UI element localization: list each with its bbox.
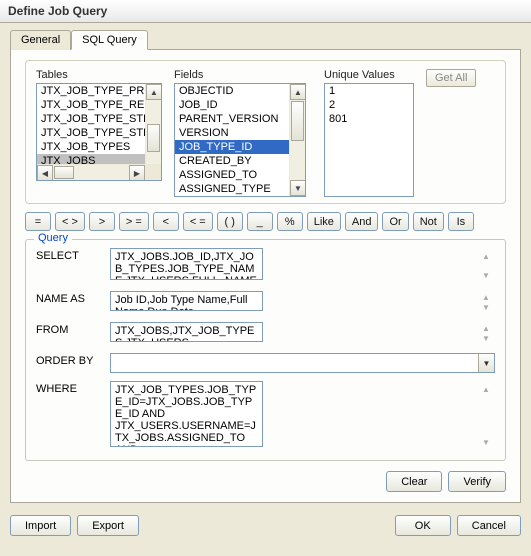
- name-as-label: NAME AS: [36, 291, 104, 305]
- name-as-textarea[interactable]: [110, 291, 263, 311]
- scroll-left-icon[interactable]: ◀: [37, 165, 53, 181]
- tabs: General SQL Query: [10, 29, 521, 50]
- tab-sql-query[interactable]: SQL Query: [71, 30, 148, 50]
- list-item[interactable]: JTX_JOBS: [37, 154, 145, 164]
- fields-label: Fields: [174, 69, 306, 81]
- from-textarea[interactable]: [110, 322, 263, 342]
- tables-hscroll[interactable]: ◀ ▶: [37, 164, 145, 180]
- import-button[interactable]: Import: [10, 515, 71, 536]
- list-item[interactable]: 2: [325, 98, 413, 112]
- get-all-button[interactable]: Get All: [426, 69, 476, 87]
- chevron-down-icon[interactable]: ▼: [478, 354, 494, 372]
- list-item[interactable]: 1: [325, 84, 413, 98]
- operator--button[interactable]: =: [25, 212, 51, 231]
- operator--button[interactable]: <: [153, 212, 179, 231]
- operator-like-button[interactable]: Like: [307, 212, 341, 231]
- scroll-down-icon[interactable]: ▼: [478, 303, 494, 314]
- scroll-right-icon[interactable]: ▶: [129, 165, 145, 181]
- fields-vscroll[interactable]: ▲ ▼: [289, 84, 305, 196]
- order-by-combo[interactable]: [110, 353, 495, 373]
- list-item[interactable]: ASSIGNED_TYPE: [175, 182, 289, 196]
- list-item[interactable]: JOB_TYPE_ID: [175, 140, 289, 154]
- scroll-up-icon[interactable]: ▲: [290, 84, 306, 100]
- operator-and-button[interactable]: And: [345, 212, 379, 231]
- operator-is-button[interactable]: Is: [448, 212, 474, 231]
- tables-listbox[interactable]: JTX_JOB_TYPE_PROPEJTX_JOB_TYPE_REL_CLJTX…: [36, 83, 162, 181]
- tables-label: Tables: [36, 69, 162, 81]
- scroll-corner: [145, 164, 161, 180]
- scroll-thumb[interactable]: [54, 166, 74, 179]
- tab-general[interactable]: General: [10, 30, 71, 50]
- window-title: Define Job Query: [0, 0, 531, 23]
- scroll-down-icon[interactable]: ▼: [478, 334, 494, 345]
- list-item[interactable]: CREATED_BY: [175, 154, 289, 168]
- where-textarea[interactable]: [110, 381, 263, 447]
- select-textarea[interactable]: [110, 248, 263, 280]
- scroll-down-icon[interactable]: ▼: [478, 268, 494, 282]
- ok-button[interactable]: OK: [395, 515, 451, 536]
- fields-listbox[interactable]: OBJECTIDJOB_IDPARENT_VERSIONVERSIONJOB_T…: [174, 83, 306, 197]
- scroll-down-icon[interactable]: ▼: [478, 435, 494, 449]
- from-label: FROM: [36, 322, 104, 336]
- operator--button[interactable]: %: [277, 212, 303, 231]
- operator--button[interactable]: ( ): [217, 212, 243, 231]
- select-label: SELECT: [36, 248, 104, 262]
- list-item[interactable]: JTX_JOB_TYPES: [37, 140, 145, 154]
- list-item[interactable]: JTX_JOB_TYPE_STEP: [37, 112, 145, 126]
- list-item[interactable]: JOB_ID: [175, 98, 289, 112]
- cancel-button[interactable]: Cancel: [457, 515, 521, 536]
- unique-listbox[interactable]: 12801: [324, 83, 414, 197]
- operator-or-button[interactable]: Or: [382, 212, 408, 231]
- unique-label: Unique Values: [324, 69, 414, 81]
- operator--button[interactable]: < =: [183, 212, 213, 231]
- scroll-up-icon[interactable]: ▲: [478, 382, 494, 396]
- list-item[interactable]: JTX_JOB_TYPE_PROPE: [37, 84, 145, 98]
- list-item[interactable]: OBJECTID: [175, 84, 289, 98]
- verify-button[interactable]: Verify: [448, 471, 506, 492]
- sql-panel: Tables JTX_JOB_TYPE_PROPEJTX_JOB_TYPE_RE…: [10, 50, 521, 503]
- scroll-thumb[interactable]: [291, 101, 304, 141]
- list-item[interactable]: PARENT_VERSION: [175, 112, 289, 126]
- scroll-up-icon[interactable]: ▲: [478, 249, 494, 263]
- scroll-up-icon[interactable]: ▲: [146, 84, 162, 100]
- list-item[interactable]: 801: [325, 112, 413, 126]
- order-by-label: ORDER BY: [36, 353, 104, 367]
- list-item[interactable]: VERSION: [175, 126, 289, 140]
- scroll-down-icon[interactable]: ▼: [290, 180, 306, 196]
- clear-button[interactable]: Clear: [386, 471, 442, 492]
- operator--button[interactable]: _: [247, 212, 273, 231]
- list-item[interactable]: ASSIGNED_TO: [175, 168, 289, 182]
- export-button[interactable]: Export: [77, 515, 139, 536]
- scroll-up-icon[interactable]: ▲: [478, 292, 494, 303]
- lists-group: Tables JTX_JOB_TYPE_PROPEJTX_JOB_TYPE_RE…: [25, 60, 506, 204]
- scroll-up-icon[interactable]: ▲: [478, 323, 494, 334]
- list-item[interactable]: JTX_JOB_TYPE_REL_CL: [37, 98, 145, 112]
- list-item[interactable]: JTX_JOB_TYPE_STEP_X: [37, 126, 145, 140]
- operator--button[interactable]: > =: [119, 212, 149, 231]
- where-label: WHERE: [36, 381, 104, 395]
- operator-not-button[interactable]: Not: [413, 212, 444, 231]
- operator--button[interactable]: >: [89, 212, 115, 231]
- operator--button[interactable]: < >: [55, 212, 85, 231]
- query-group: SELECT ▲▼ NAME AS ▲▼ FROM ▲▼: [25, 239, 506, 461]
- scroll-thumb[interactable]: [147, 124, 160, 152]
- operator-row: =< >>> =<< =( )_%LikeAndOr NotIs: [25, 212, 506, 231]
